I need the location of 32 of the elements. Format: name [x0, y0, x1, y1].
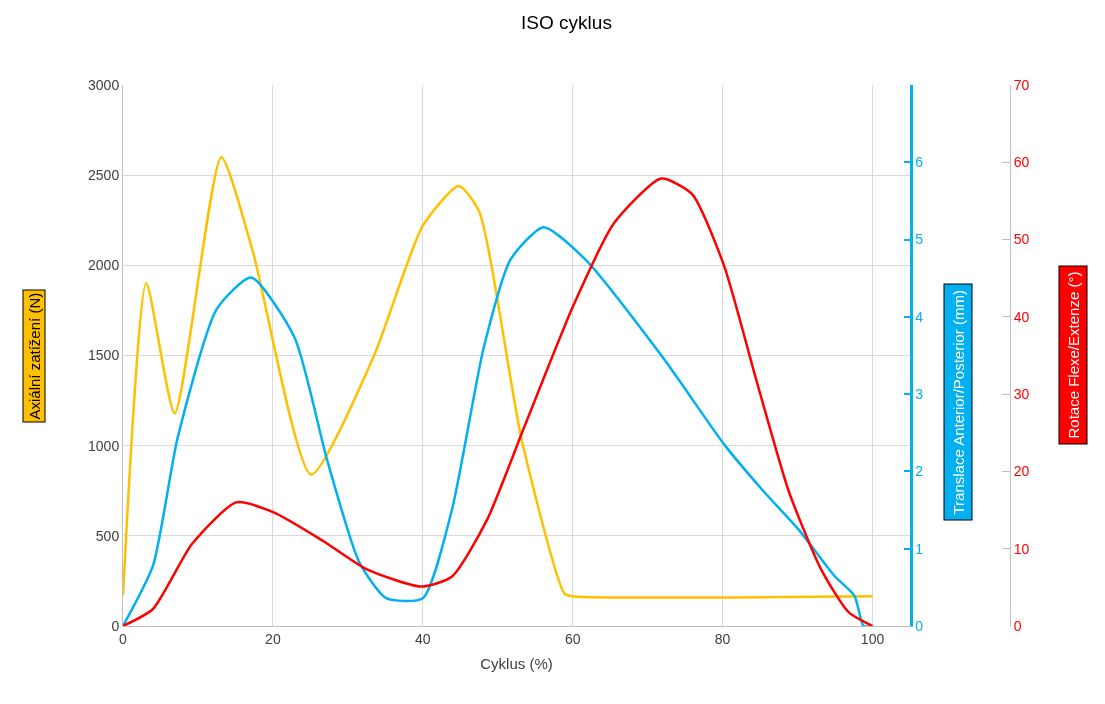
x-tick-label: 80 — [714, 630, 731, 647]
y3-tick-label: 40 — [1013, 308, 1030, 325]
y3-tick-label: 70 — [1013, 76, 1030, 93]
y-tick-label: 0 — [111, 617, 120, 634]
y-tick-label: 500 — [95, 527, 120, 544]
y-tick-label: 3000 — [88, 76, 120, 93]
x-axis-title: Cyklus (%) — [480, 654, 553, 672]
x-tick-label: 40 — [415, 630, 431, 647]
x-tick-label: 60 — [564, 630, 581, 647]
y-tick-label: 1500 — [88, 347, 120, 364]
y2-axis-title: Translace Anterior/Posterior (mm) — [949, 289, 967, 515]
y2-tick-label: 5 — [915, 231, 924, 248]
y3-axis-title: Rotace Flexe/Extenze (°) — [1064, 271, 1082, 439]
y2-tick-label: 1 — [915, 540, 924, 557]
y3-tick-label: 10 — [1013, 540, 1030, 557]
y2-tick-label: 3 — [915, 386, 924, 403]
y3-tick-label: 60 — [1013, 154, 1030, 171]
y3-tick-label: 30 — [1013, 386, 1030, 403]
y-tick-label: 2500 — [88, 167, 120, 184]
y-tick-label: 1000 — [88, 437, 120, 454]
x-tick-label: 20 — [265, 630, 281, 647]
y2-tick-label: 6 — [915, 154, 924, 171]
y-axis-title: Axiální zatížení (N) — [25, 292, 43, 420]
y2-tick-label: 0 — [915, 617, 924, 634]
y-tick-label: 2000 — [88, 257, 120, 274]
y3-tick-label: 50 — [1013, 231, 1030, 248]
chart-title: ISO cyklus — [521, 11, 612, 33]
y2-tick-label: 4 — [915, 308, 924, 325]
y2-tick-label: 2 — [915, 463, 924, 480]
x-tick-label: 100 — [860, 630, 885, 647]
y3-tick-label: 20 — [1013, 463, 1030, 480]
y3-tick-label: 0 — [1013, 617, 1022, 634]
